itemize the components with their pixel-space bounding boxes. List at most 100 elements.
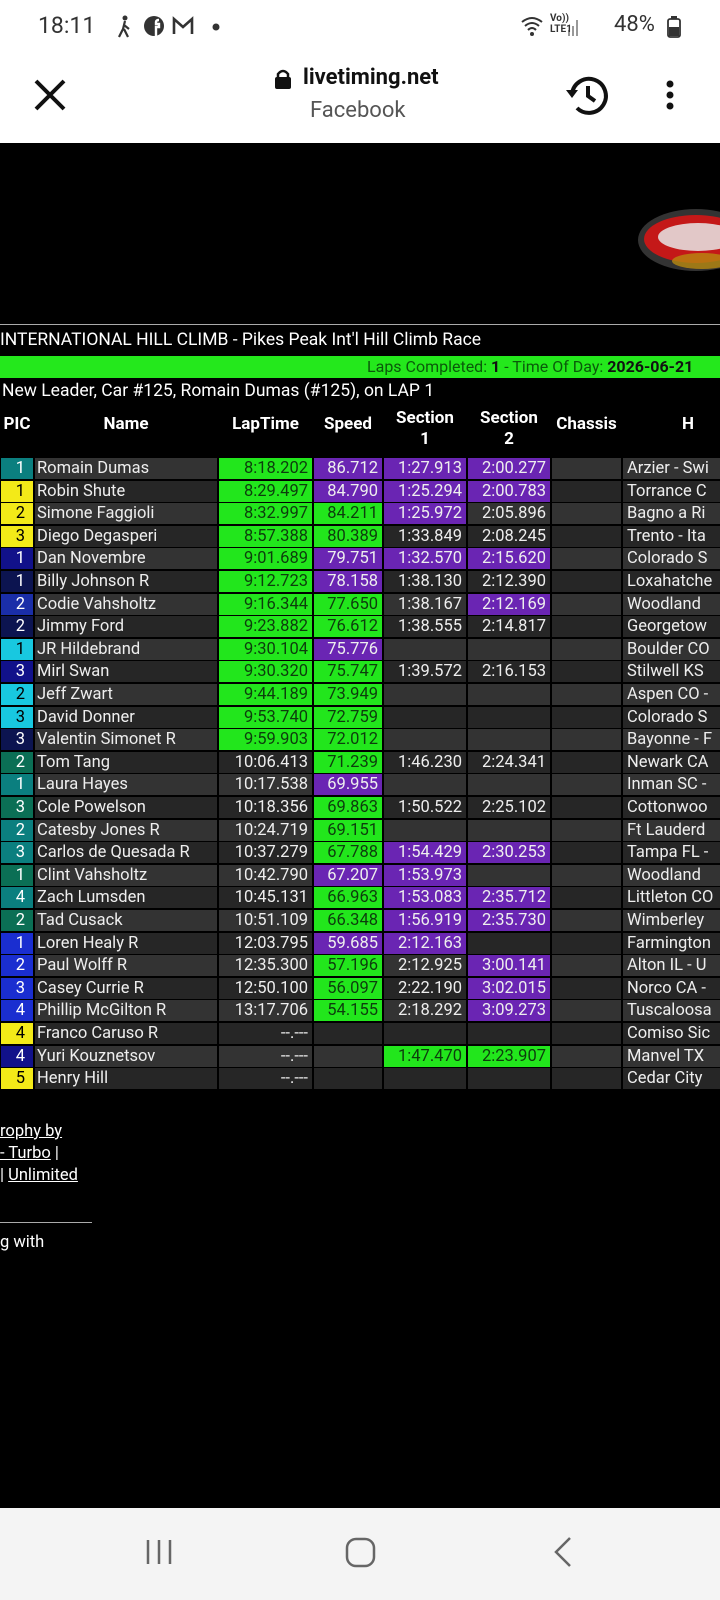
leader-message: New Leader, Car #125, Romain Dumas (#125… <box>2 381 435 401</box>
class-position: 2 <box>1 616 33 638</box>
footer-line[interactable]: rophy by <box>0 1122 62 1141</box>
chassis-cell <box>552 977 621 999</box>
section2-cell <box>468 1068 550 1090</box>
section1-cell: 1:47.470 <box>384 1045 466 1067</box>
laptime-cell: 9:59.903 <box>219 729 312 751</box>
chassis-cell <box>552 864 621 886</box>
laps-info: Laps Completed: 1 - Time Of Day: 2026-06… <box>367 357 693 376</box>
footer-link[interactable]: - Turbo <box>0 1144 51 1163</box>
chassis-cell <box>552 480 621 502</box>
menu-button[interactable] <box>664 80 676 110</box>
footer-link[interactable]: rophy by <box>0 1122 63 1141</box>
driver-name: Henry Hill <box>35 1068 217 1090</box>
section1-cell: 1:33.849 <box>384 525 466 547</box>
hometown: Torrance C <box>623 480 720 502</box>
driver-name: Phillip McGilton R <box>35 1000 217 1022</box>
laptime-cell: --.--- <box>219 1023 312 1044</box>
hometown: Wimberley <box>623 910 720 931</box>
section2-cell: 2:30.253 <box>468 842 550 864</box>
laptime-cell: --.--- <box>219 1068 312 1090</box>
section2-cell <box>468 864 550 886</box>
class-position: 2 <box>1 593 33 615</box>
chassis-cell <box>552 1023 621 1044</box>
section2-cell: 3:09.273 <box>468 1000 550 1022</box>
laptime-cell: 9:16.344 <box>219 593 312 615</box>
laptime-cell: 9:30.320 <box>219 661 312 683</box>
class-position: 1 <box>1 548 33 570</box>
hometown: Stilwell KS <box>623 661 720 683</box>
footer-link[interactable]: Unlimited <box>8 1166 78 1185</box>
section2-cell: 2:12.169 <box>468 593 550 615</box>
speed-cell: 78.158 <box>314 571 382 592</box>
speed-cell: 72.759 <box>314 706 382 728</box>
close-button[interactable] <box>33 78 67 112</box>
speed-cell: 69.151 <box>314 819 382 841</box>
driver-name: Paul Wolff R <box>35 955 217 977</box>
battery-icon <box>667 16 681 38</box>
class-position: 1 <box>1 638 33 660</box>
section1-cell <box>384 729 466 751</box>
section2-cell <box>468 706 550 728</box>
chassis-cell <box>552 571 621 592</box>
home-button[interactable] <box>345 1537 377 1569</box>
laptime-cell: 10:37.279 <box>219 842 312 864</box>
hometown: Colorado S <box>623 706 720 728</box>
section1-cell <box>384 1068 466 1090</box>
hometown: Tampa FL - <box>623 842 720 864</box>
footer-separator: | <box>0 1166 5 1185</box>
driver-name: Loren Healy R <box>35 932 217 954</box>
chassis-cell <box>552 887 621 909</box>
class-position: 4 <box>1 887 33 909</box>
history-button[interactable] <box>564 74 610 118</box>
section2-cell: 3:00.141 <box>468 955 550 977</box>
recents-button[interactable] <box>145 1537 175 1567</box>
section1-cell <box>384 819 466 841</box>
column-header: Section 1 <box>396 408 454 449</box>
hometown: Farmington <box>623 932 720 954</box>
driver-name: Cole Powelson <box>35 797 217 818</box>
laptime-cell: 9:12.723 <box>219 571 312 592</box>
hometown: Woodland <box>623 864 720 886</box>
driver-name: Carlos de Quesada R <box>35 842 217 864</box>
column-header: Name <box>103 414 149 434</box>
notification-icons <box>118 15 220 38</box>
hometown: Bayonne - F <box>623 729 720 751</box>
lock-icon <box>275 69 291 89</box>
speed-cell: 84.790 <box>314 480 382 502</box>
hometown: Arzier - Swi <box>623 458 720 479</box>
section2-cell <box>468 684 550 705</box>
section2-cell <box>468 729 550 751</box>
section2-cell <box>468 1023 550 1044</box>
title-rule <box>0 324 720 325</box>
class-position: 3 <box>1 977 33 999</box>
hometown: Aspen CO - <box>623 684 720 705</box>
section2-cell: 2:05.896 <box>468 503 550 525</box>
class-position: 2 <box>1 819 33 841</box>
hometown: Bagno a Ri <box>623 503 720 525</box>
section1-cell: 1:25.972 <box>384 503 466 525</box>
back-button[interactable] <box>553 1536 573 1568</box>
section2-cell <box>468 774 550 796</box>
url-domain[interactable]: livetiming.net <box>303 65 439 90</box>
hometown: Tuscaloosa <box>623 1000 720 1022</box>
driver-name: Mirl Swan <box>35 661 217 683</box>
column-header: Speed <box>324 414 372 434</box>
section1-cell: 1:39.572 <box>384 661 466 683</box>
driver-name: Franco Caruso R <box>35 1023 217 1044</box>
hometown: Loxahatche <box>623 571 720 592</box>
laptime-cell: 10:18.356 <box>219 797 312 818</box>
class-position: 1 <box>1 864 33 886</box>
speed-cell: 71.239 <box>314 751 382 773</box>
hometown: Alton IL - U <box>623 955 720 977</box>
footer-separator: | <box>54 1144 59 1163</box>
class-position: 3 <box>1 706 33 728</box>
chassis-cell <box>552 458 621 479</box>
section1-cell <box>384 638 466 660</box>
class-position: 2 <box>1 684 33 705</box>
section1-cell <box>384 706 466 728</box>
driver-name: Catesby Jones R <box>35 819 217 841</box>
chassis-cell <box>552 910 621 931</box>
speed-cell: 77.650 <box>314 593 382 615</box>
speed-cell: 66.348 <box>314 910 382 931</box>
